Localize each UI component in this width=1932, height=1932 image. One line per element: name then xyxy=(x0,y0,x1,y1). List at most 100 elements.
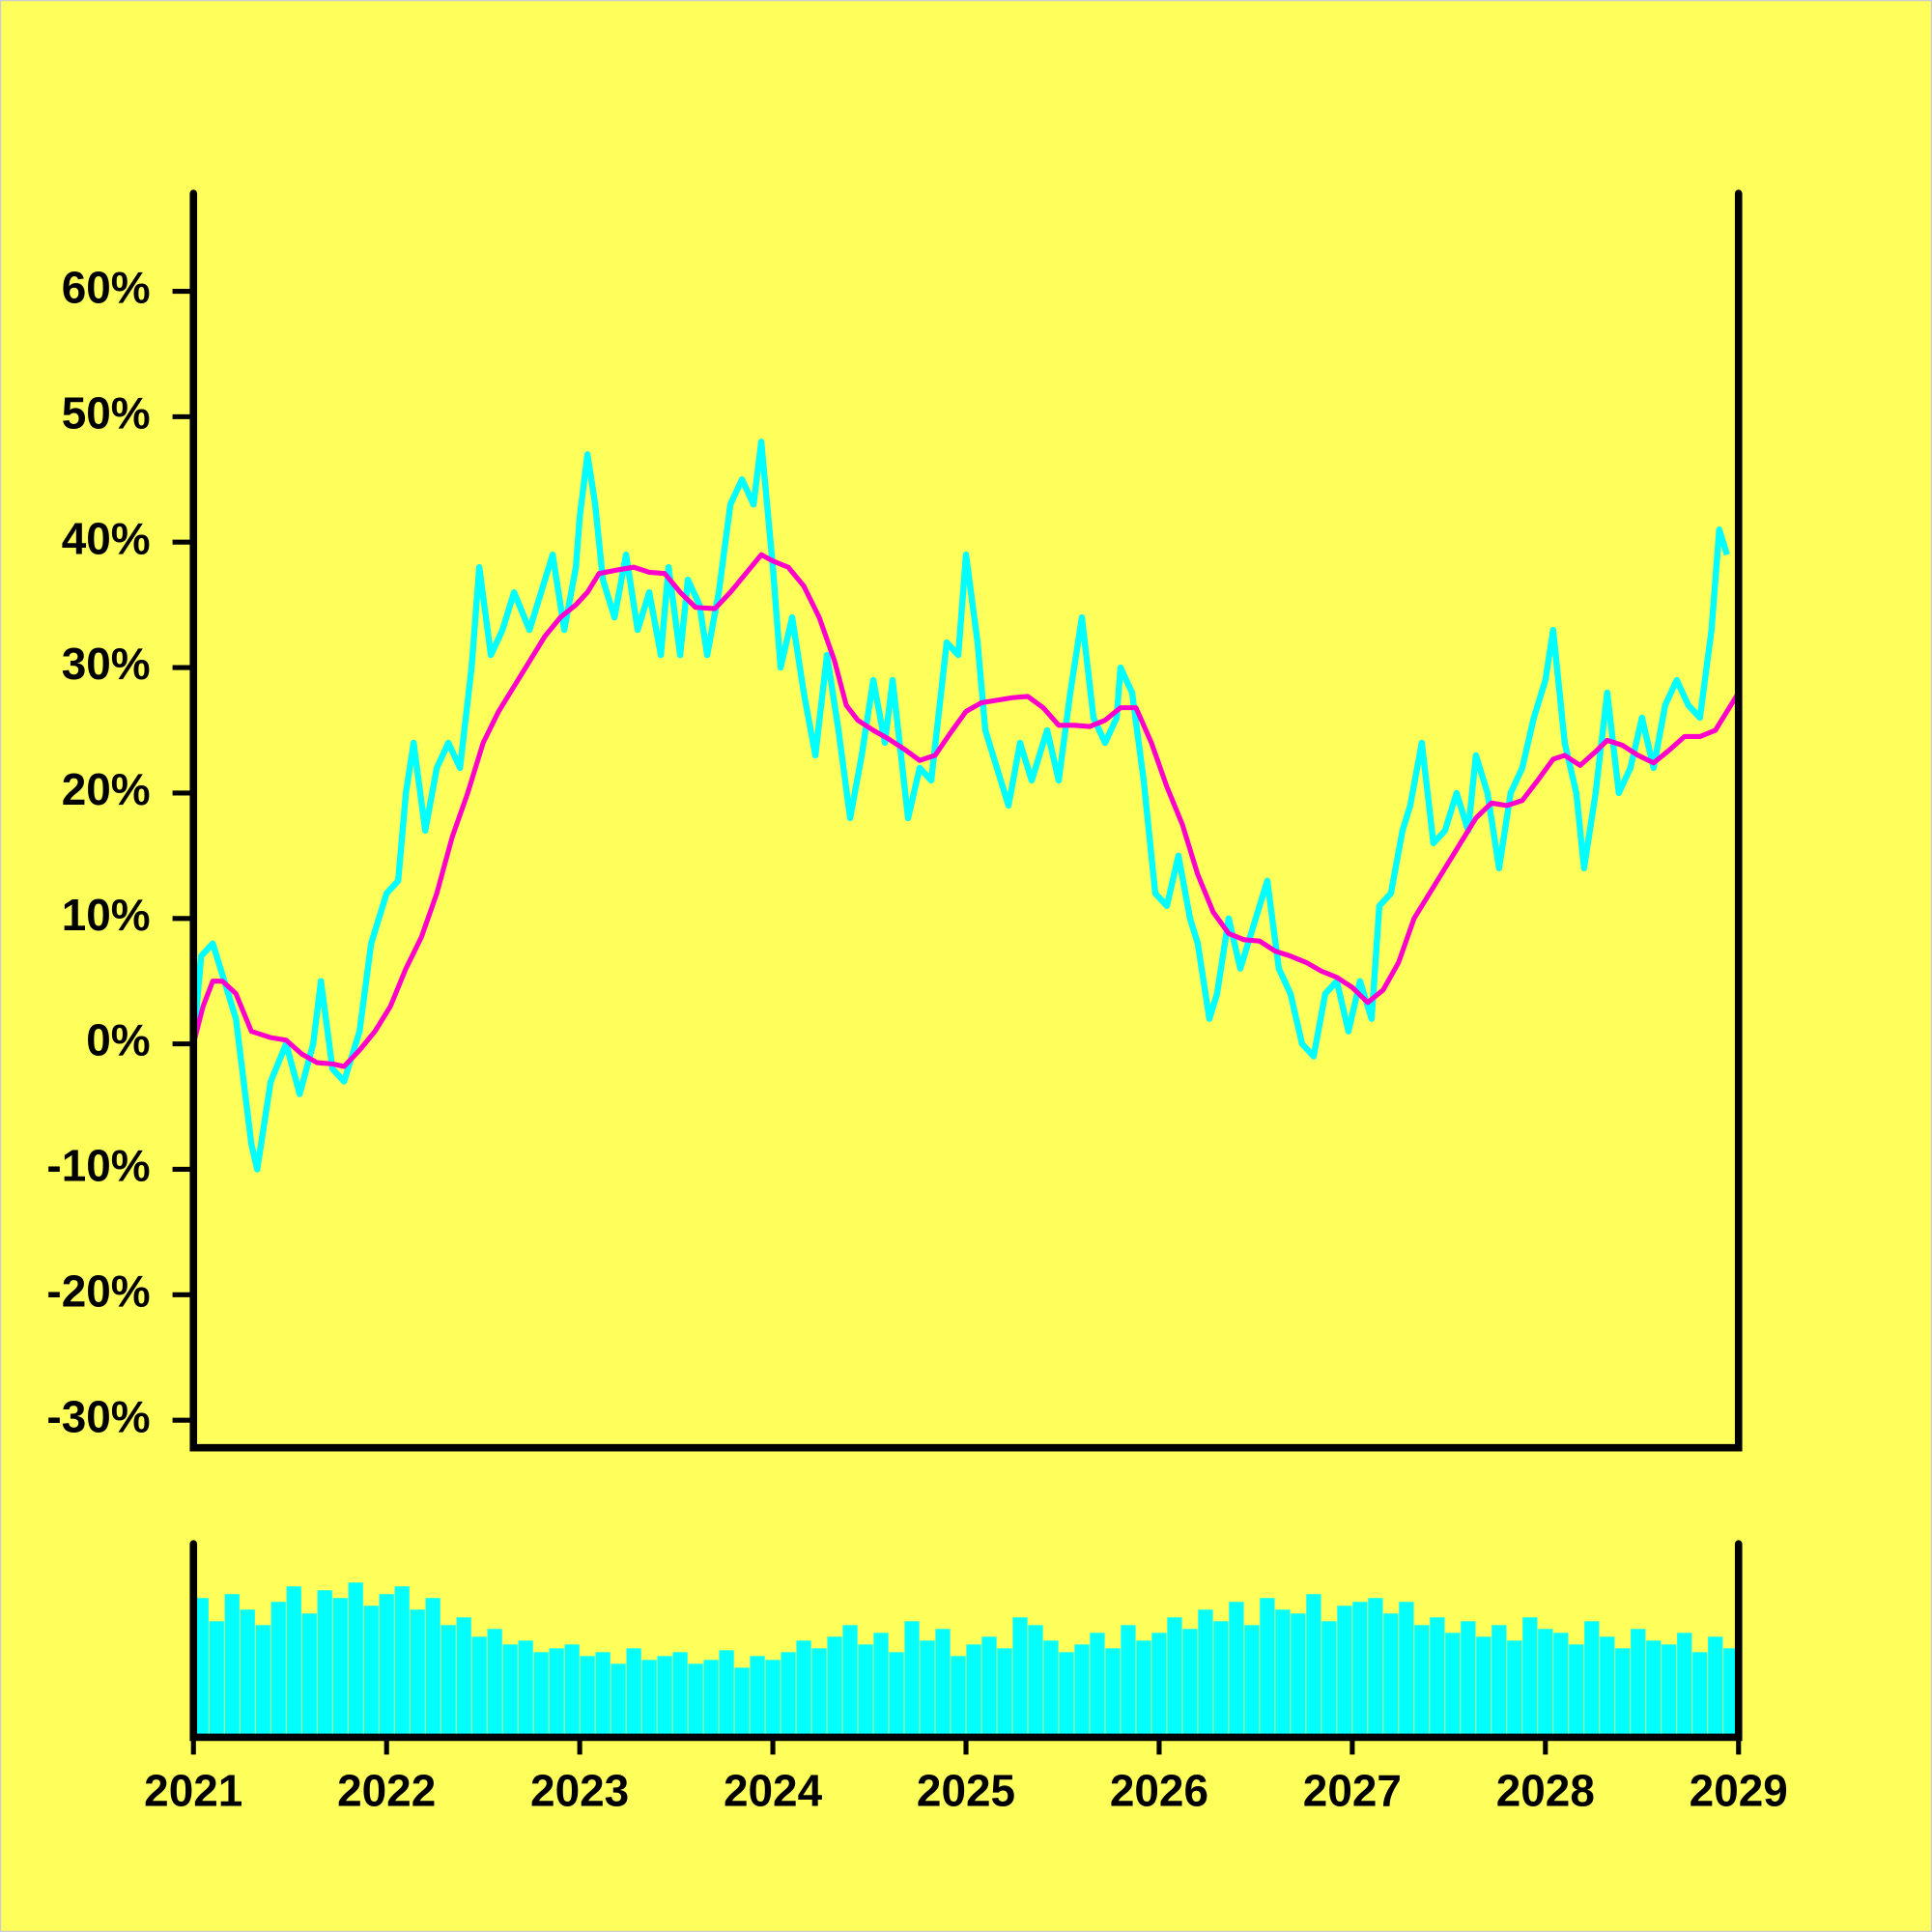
volume-bar xyxy=(286,1586,301,1738)
volume-bar xyxy=(626,1648,641,1738)
volume-bar xyxy=(518,1640,533,1738)
volume-bar xyxy=(1584,1621,1600,1738)
volume-bar xyxy=(966,1644,981,1738)
volume-bar xyxy=(935,1629,951,1738)
volume-bar xyxy=(796,1640,811,1738)
volume-bar xyxy=(842,1625,858,1738)
volume-bar xyxy=(1600,1636,1615,1738)
volume-bar xyxy=(1059,1652,1074,1738)
y-tick-label: 50% xyxy=(62,388,151,439)
volume-bar xyxy=(781,1652,796,1738)
volume-bar xyxy=(270,1602,286,1738)
volume-bar xyxy=(533,1652,549,1738)
volume-bar xyxy=(301,1613,317,1738)
volume-bar xyxy=(1337,1605,1352,1738)
volume-bar xyxy=(641,1660,657,1738)
volume-bar xyxy=(688,1663,703,1738)
volume-bar xyxy=(1368,1598,1383,1738)
volume-bar xyxy=(456,1617,471,1738)
volume-bar xyxy=(611,1663,626,1738)
volume-bar xyxy=(1074,1644,1090,1738)
y-tick-label: 0% xyxy=(86,1015,150,1065)
x-tick-label: 2027 xyxy=(1303,1765,1402,1815)
volume-bar xyxy=(1476,1636,1492,1738)
line-series xyxy=(190,552,1741,1069)
volume-bar xyxy=(734,1667,750,1738)
volume-bar xyxy=(255,1625,270,1738)
volume-bar xyxy=(1646,1640,1662,1738)
volume-bar xyxy=(1043,1640,1059,1738)
volume-bar xyxy=(1692,1652,1708,1738)
volume-bar xyxy=(951,1656,966,1738)
volume-bar xyxy=(394,1586,410,1738)
volume-bar xyxy=(410,1609,425,1738)
volume-bar xyxy=(440,1625,456,1738)
volume-bar xyxy=(1399,1602,1414,1738)
line-series xyxy=(190,439,1730,1173)
volume-bar xyxy=(1260,1598,1275,1738)
volume-bar xyxy=(1105,1648,1121,1738)
volume-bar xyxy=(379,1594,394,1738)
x-tick-label: 2021 xyxy=(144,1765,242,1815)
volume-bar xyxy=(1198,1609,1213,1738)
volume-bar xyxy=(1631,1629,1646,1738)
volume-bar xyxy=(1167,1617,1182,1738)
volume-bar xyxy=(425,1598,440,1738)
volume-bar xyxy=(1414,1625,1430,1738)
volume-bar xyxy=(1553,1633,1569,1738)
volume-bar xyxy=(193,1598,209,1738)
volume-bar xyxy=(1507,1640,1522,1738)
volume-bar xyxy=(317,1590,332,1738)
volume-bar xyxy=(1615,1648,1631,1738)
volume-bar xyxy=(1213,1621,1229,1738)
volume-bar xyxy=(240,1609,255,1738)
volume-bar xyxy=(1291,1613,1306,1738)
volume-bar xyxy=(1461,1621,1476,1738)
x-tick-label: 2025 xyxy=(917,1765,1015,1815)
volume-bar xyxy=(1492,1625,1507,1738)
volume-bar xyxy=(1244,1625,1260,1738)
y-tick-label: 10% xyxy=(62,890,151,940)
volume-bar xyxy=(719,1650,734,1738)
volume-bar xyxy=(1321,1621,1337,1738)
y-tick-label: -30% xyxy=(46,1391,150,1441)
volume-bar xyxy=(549,1648,564,1738)
volume-bar xyxy=(1229,1602,1244,1738)
volume-bar xyxy=(657,1656,672,1738)
volume-bar xyxy=(502,1644,518,1738)
volume-bar xyxy=(997,1648,1012,1738)
volume-bar xyxy=(348,1582,363,1738)
volume-bar xyxy=(595,1652,611,1738)
y-tick-label: -10% xyxy=(46,1141,150,1191)
volume-bar xyxy=(765,1660,781,1738)
x-tick-label: 2026 xyxy=(1110,1765,1208,1815)
volume-bar xyxy=(1430,1617,1445,1738)
y-tick-label: -20% xyxy=(46,1265,150,1316)
volume-bar xyxy=(209,1621,224,1738)
volume-bar xyxy=(811,1648,827,1738)
volume-bar xyxy=(1151,1633,1167,1738)
volume-bar xyxy=(1538,1629,1553,1738)
volume-bar xyxy=(1445,1633,1461,1738)
volume-bar xyxy=(1012,1617,1028,1738)
volume-bar xyxy=(1182,1629,1198,1738)
volume-bar xyxy=(332,1598,348,1738)
x-tick-label: 2023 xyxy=(530,1765,629,1815)
y-tick-label: 60% xyxy=(62,263,151,313)
y-tick-label: 40% xyxy=(62,513,151,563)
volume-bar xyxy=(703,1660,719,1738)
x-tick-label: 2022 xyxy=(337,1765,436,1815)
volume-bar xyxy=(564,1644,580,1738)
volume-bar xyxy=(1723,1648,1739,1738)
volume-bar xyxy=(1522,1617,1538,1738)
x-tick-label: 2024 xyxy=(724,1765,823,1815)
volume-bar xyxy=(1090,1633,1105,1738)
axis-frame xyxy=(189,1540,1743,1742)
volume-bar xyxy=(580,1656,595,1738)
volume-bar xyxy=(981,1636,997,1738)
volume-bar xyxy=(889,1652,904,1738)
volume-bar xyxy=(1028,1625,1043,1738)
volume-bar xyxy=(1121,1625,1136,1738)
